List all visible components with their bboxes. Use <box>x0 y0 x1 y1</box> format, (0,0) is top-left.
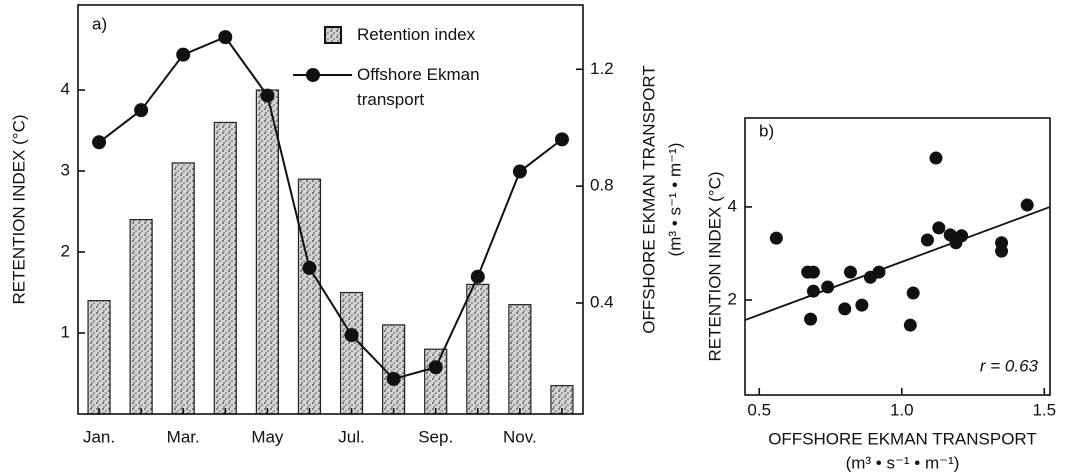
y-tick-label: 2 <box>61 242 70 261</box>
point <box>872 265 886 279</box>
point <box>906 286 920 300</box>
marker <box>344 328 359 343</box>
y2-tick-label: 1.2 <box>590 59 614 78</box>
x-tick-label: May <box>251 427 284 446</box>
point <box>920 233 934 247</box>
legend-item: Offshore Ekman transport <box>357 65 480 109</box>
point <box>806 265 820 279</box>
y2-axis-label: (m³ • s⁻¹ • m⁻¹) <box>665 143 684 257</box>
point <box>806 284 820 298</box>
bar <box>339 291 364 415</box>
legend-swatch <box>324 26 342 44</box>
x-tick-label: 1.5 <box>1032 400 1056 419</box>
point <box>838 302 852 316</box>
y-axis-label: RETENTION INDEX (°C) <box>705 171 724 361</box>
legend-label: Offshore Ekman transport <box>357 65 480 109</box>
point <box>903 318 917 332</box>
y2-axis-label: OFFSHORE EKMAN TRANSPORT <box>639 65 658 334</box>
x-tick-label: 0.5 <box>747 400 771 419</box>
plot-frame <box>744 117 1051 396</box>
marker <box>218 30 233 45</box>
legend-marker <box>306 68 320 82</box>
x-tick-label: Sep. <box>418 427 453 446</box>
y-tick-label: 4 <box>728 196 737 215</box>
point <box>932 221 946 235</box>
y-tick-label: 4 <box>61 80 70 99</box>
fit-line <box>744 206 1051 321</box>
point <box>1020 198 1034 212</box>
x-tick-label: Nov. <box>503 427 537 446</box>
y-axis-label: RETENTION INDEX (°C) <box>9 114 28 304</box>
bar <box>466 283 490 415</box>
bar <box>255 89 279 415</box>
annotation: r = 0.63 <box>980 356 1039 375</box>
marker <box>92 135 107 150</box>
bar <box>382 324 406 415</box>
panel-label: a) <box>92 14 107 33</box>
x-tick-label: Mar. <box>167 427 200 446</box>
legend-label: Retention index <box>357 25 476 44</box>
marker <box>554 132 569 147</box>
point <box>995 244 1009 258</box>
bar <box>87 300 111 415</box>
point <box>843 265 857 279</box>
point <box>955 229 969 243</box>
y-tick-label: 3 <box>61 161 70 180</box>
point <box>929 151 943 165</box>
marker <box>470 269 485 284</box>
point <box>769 231 783 245</box>
x-tick-label: Jul. <box>338 427 364 446</box>
y2-tick-label: 0.8 <box>590 176 614 195</box>
marker <box>260 88 275 103</box>
bar <box>171 162 195 415</box>
bar <box>424 348 448 415</box>
point <box>855 298 869 312</box>
x-tick-label: Jan. <box>83 427 115 446</box>
line <box>98 35 563 381</box>
marker <box>512 164 527 179</box>
bar <box>508 304 532 415</box>
marker <box>176 47 191 62</box>
plot-frame <box>77 4 584 415</box>
bar <box>213 121 237 415</box>
bar <box>129 219 153 415</box>
y-tick-label: 2 <box>728 290 737 309</box>
marker <box>386 371 401 386</box>
x-axis-label: (m³ • s⁻¹ • m⁻¹) <box>846 453 960 472</box>
point <box>821 280 835 294</box>
marker <box>428 360 443 375</box>
marker <box>134 103 149 118</box>
marker <box>302 260 317 275</box>
x-axis-label: OFFSHORE EKMAN TRANSPORT <box>768 429 1037 448</box>
y2-tick-label: 0.4 <box>590 292 614 311</box>
bar <box>297 178 322 415</box>
y-tick-label: 1 <box>61 322 70 341</box>
x-tick-label: 1.0 <box>890 400 914 419</box>
panel-label: b) <box>759 121 774 140</box>
point <box>804 312 818 326</box>
legend-item: Retention index <box>357 25 476 44</box>
